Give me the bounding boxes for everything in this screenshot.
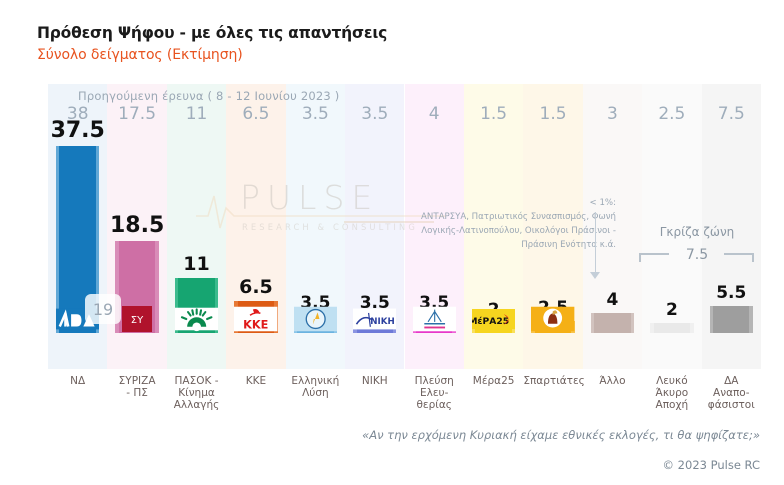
bar-value-label: 6.5 — [239, 275, 273, 298]
x-axis-label-line: Ελληνική — [291, 375, 340, 387]
x-axis-label-line: Αποχή — [655, 399, 689, 411]
x-axis-label: Άλλο — [583, 375, 642, 387]
bar-fill — [713, 305, 750, 333]
x-axis-label-line: Αλλαγής — [173, 399, 220, 411]
syriza-logo: ΣΥ — [115, 305, 158, 333]
bar-value-label: 11 — [183, 253, 210, 276]
x-axis-label-line: Μέρα25 — [472, 375, 515, 387]
x-axis-label-line: ΚΚΕ — [245, 375, 267, 387]
under-one-percent-parties: ΑΝΤΑΡΣΥΑ, Πατριωτικός Συνασπισμός, Φωνή … — [421, 212, 616, 250]
svg-text:ΝΙΚΗ: ΝΙΚΗ — [370, 317, 394, 327]
bar-value-label: 2 — [665, 300, 678, 321]
grey-zone-value: 7.5 — [685, 247, 709, 263]
x-axis-label-line: ΝΔ — [70, 375, 86, 387]
x-axis-label: ΝΙΚΗ — [345, 375, 404, 387]
under-one-percent-note: < 1%: ΑΝΤΑΡΣΥΑ, Πατριωτικός Συνασπισμός,… — [420, 196, 616, 252]
niki-logo: ΝΙΚΗ — [353, 305, 397, 333]
page-title: Πρόθεση Ψήφου - με όλες τις απαντήσεις — [37, 24, 388, 42]
x-axis-label: Ελληνική Λύση — [286, 375, 345, 399]
x-axis-label-line: θερίας — [416, 399, 452, 411]
mera25-logo: ΜέΡΑ25 — [471, 305, 516, 333]
page-subtitle: Σύνολο δείγματος (Εκτίμηση) — [37, 47, 243, 63]
x-axis-label-line: Πλεύση — [414, 375, 454, 387]
pasok-logo — [174, 305, 219, 333]
x-axis-label-line: Άκυρο — [655, 387, 689, 399]
x-axis-label: Πλεύση Ελευ-θερίας — [405, 375, 464, 411]
bar-11[interactable] — [650, 323, 694, 333]
column-background — [642, 84, 702, 369]
x-axis-label: ΝΔ — [48, 375, 107, 387]
bar-value-label: 5.5 — [716, 282, 747, 303]
spartiates-logo — [531, 305, 575, 333]
svg-text:ΜέΡΑ25: ΜέΡΑ25 — [472, 316, 509, 327]
grey-zone-label: Γκρίζα ζώνη — [659, 225, 735, 239]
bar-value-label: 37.5 — [50, 118, 105, 143]
note-arrow-head-icon — [590, 272, 600, 279]
nd-comparison-badge: 19 — [85, 294, 121, 324]
chart-column — [642, 84, 702, 369]
svg-text:ΣΥ: ΣΥ — [131, 315, 144, 326]
bar-value-label: 4 — [606, 290, 619, 311]
x-axis-label-line: Αναπο- — [713, 387, 750, 399]
x-axis-label-line: - ΠΣ — [126, 387, 148, 399]
chart-plot-area: 37.518.5ΣΥ116.5ΚΚΕ3.53.5ΝΙΚΗ3.52ΜέΡΑ252.… — [48, 84, 761, 369]
plefsi-logo — [412, 305, 456, 333]
grey-zone-bracket-right — [724, 253, 754, 255]
bar-10[interactable] — [590, 313, 635, 333]
x-axis-label-line: φάσιστοι — [707, 399, 755, 411]
x-axis-label: Σπαρτιάτες — [523, 375, 585, 387]
x-axis-label-line: Ελευ- — [420, 387, 449, 399]
grey-zone-bracket-left-tick — [639, 253, 641, 262]
grey-zone-bracket-left — [639, 253, 669, 255]
x-axis-label-line: Λύση — [302, 387, 329, 399]
x-axis-label-line: Άλλο — [599, 375, 626, 387]
x-axis-label: Λευκό Άκυρο Αποχή — [642, 375, 701, 411]
x-axis-label-line: ΝΙΚΗ — [361, 375, 388, 387]
note-arrow-line — [595, 212, 596, 274]
bar-fill — [594, 313, 631, 333]
grey-zone-bracket-right-tick — [752, 253, 754, 262]
elliniki-lysi-logo — [293, 305, 338, 333]
bar-12[interactable] — [709, 305, 753, 333]
x-axis-label: ΔΑ Αναπο-φάσιστοι — [702, 375, 761, 411]
under-one-percent-header: < 1%: — [589, 198, 616, 208]
x-axis-label-line: ΣΥΡΙΖΑ — [118, 375, 156, 387]
x-axis-label-line: Σπαρτιάτες — [523, 375, 585, 387]
x-axis-label-line: Λευκό — [656, 375, 688, 387]
x-axis-label-line: Κίνημα — [178, 387, 215, 399]
x-axis-label: ΚΚΕ — [226, 375, 285, 387]
x-axis-label-line: ΔΑ — [724, 375, 739, 387]
x-axis-label: Μέρα25 — [464, 375, 523, 387]
copyright-notice: © 2023 Pulse RC — [662, 458, 760, 472]
svg-text:ΚΚΕ: ΚΚΕ — [243, 318, 268, 331]
bar-value-label: 3.5 — [359, 292, 390, 313]
kke-logo: ΚΚΕ — [234, 305, 278, 333]
x-axis-label: ΠΑΣΟΚ - Κίνημα Αλλαγής — [167, 375, 226, 411]
x-axis-label-line: ΠΑΣΟΚ - — [174, 375, 219, 387]
x-axis-label: ΣΥΡΙΖΑ - ΠΣ — [107, 375, 166, 399]
bar-value-label: 18.5 — [109, 212, 165, 238]
bar-fill — [653, 323, 691, 333]
survey-question: «Αν την ερχόμενη Κυριακή είχαμε εθνικές … — [362, 428, 760, 442]
